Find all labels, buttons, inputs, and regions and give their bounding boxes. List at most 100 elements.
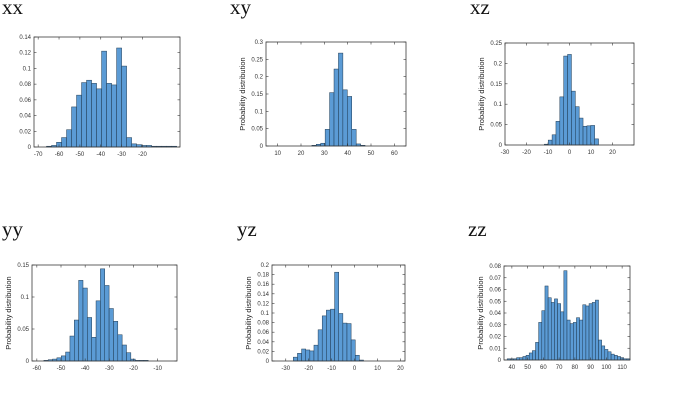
histogram-bar: [116, 47, 122, 148]
histogram-bar: [326, 309, 331, 362]
histogram-bar: [528, 352, 533, 361]
histogram-bar: [547, 139, 553, 146]
histogram-bar: [96, 88, 102, 148]
y-tick-label: 0.05: [489, 299, 501, 305]
x-tick-label: -20: [304, 366, 313, 372]
y-tick-label: 0.14: [257, 292, 269, 298]
axes-frame: [33, 36, 181, 148]
plot-area: -30 -20 -10 0 10 20 0 0.02 0.04 0.06 0.08 0.1 0.12 0.…: [244, 263, 406, 372]
histogram-bar: [617, 356, 621, 361]
histogram-bar: [591, 302, 596, 361]
histogram-bar: [566, 319, 571, 361]
x-tick-label: -30: [105, 366, 114, 372]
x-tick-label: -40: [96, 152, 105, 158]
histogram-bar: [532, 350, 536, 361]
histogram-bar: [101, 50, 107, 148]
histogram-bar: [104, 285, 110, 362]
histogram-bar: [614, 355, 618, 361]
y-tick-label: 0.3: [255, 40, 264, 46]
x-tick-label: -30: [117, 152, 126, 158]
x-tick-label: -20: [129, 366, 138, 372]
y-tick-label: 0.04: [257, 340, 269, 346]
y-tick-label: 0.18: [257, 273, 269, 279]
histogram-bar: [121, 65, 127, 148]
x-tick-label: 20: [298, 151, 305, 157]
y-tick-label: 0.04: [19, 114, 31, 120]
x-tick-label: -60: [32, 366, 41, 372]
y-tick-label: 0: [28, 145, 32, 151]
histogram-bar: [535, 342, 539, 361]
y-tick-label: 0.02: [257, 349, 269, 355]
histogram-bar: [541, 310, 546, 361]
x-tick-label: -20: [138, 152, 147, 158]
histogram-bar: [588, 303, 593, 361]
y-tick-label: 0.04: [489, 311, 501, 317]
y-tick-label: 0.01: [489, 346, 501, 352]
histogram-bar: [131, 143, 137, 148]
histogram-bar: [60, 355, 66, 362]
y-axis-label: Probability distribution: [244, 276, 253, 349]
histogram-bar: [305, 349, 311, 362]
histogram-bar: [111, 84, 117, 148]
y-tick-label: 0.12: [19, 51, 31, 57]
histogram-bar: [106, 83, 112, 148]
y-tick-label: 0: [266, 359, 270, 365]
y-tick-label: 0: [26, 359, 30, 365]
y-tick-label: 0.2: [261, 263, 270, 269]
histogram-bar: [100, 268, 105, 362]
plot-area: 40 50 60 70 80 90 100 110 0 0.01 0.02 0.03 0.04 0.05 0…: [476, 264, 631, 371]
y-tick-label: 0.1: [494, 102, 503, 108]
panel-xz: xz -30 -20 -10 0 10 20 0 0.05 0.1 0.15 0.2 0.25 Prob…: [456, 0, 685, 200]
x-tick-label: 50: [524, 365, 531, 371]
y-tick-label: 0.2: [255, 75, 264, 81]
histogram-bar: [575, 106, 580, 146]
histogram-bar: [351, 129, 357, 147]
x-tick-label: 20: [609, 150, 616, 156]
y-axis-label: Probability distribution: [4, 276, 13, 349]
x-tick-label: -60: [55, 152, 64, 158]
histogram-bar: [293, 356, 298, 362]
x-tick-label: -50: [76, 152, 85, 158]
x-tick-label: 70: [556, 365, 563, 371]
histogram-bar: [347, 96, 352, 147]
panel-title: zz: [468, 217, 487, 241]
x-tick-label: 0: [568, 150, 572, 156]
histogram-bar: [82, 287, 88, 362]
x-tick-label: 80: [572, 365, 579, 371]
x-tick-label: 10: [374, 366, 381, 372]
histogram-bar: [346, 323, 352, 362]
x-tick-label: 10: [274, 151, 281, 157]
histogram-bar: [555, 121, 561, 146]
histogram-bar: [78, 280, 84, 362]
histogram-bar: [309, 350, 315, 362]
histogram-bar: [582, 125, 588, 146]
y-tick-label: 0.05: [251, 127, 263, 133]
histogram-bar: [563, 270, 568, 361]
x-tick-label: 30: [321, 151, 328, 157]
y-axis-label: Probability distribution: [477, 57, 486, 130]
histogram-bar: [338, 52, 344, 147]
x-tick-label: -40: [81, 366, 90, 372]
histogram-bar: [342, 322, 348, 362]
histogram-bar: [126, 352, 132, 362]
panel-title: xy: [230, 0, 251, 19]
histogram-bar: [594, 138, 599, 146]
histogram-bar: [557, 303, 561, 361]
y-tick-label: 0: [499, 143, 503, 149]
histogram-bar: [576, 317, 580, 361]
histogram-bar: [86, 79, 92, 148]
histogram-bar: [121, 344, 127, 362]
x-tick-label: -70: [34, 152, 43, 158]
histogram-bar: [81, 82, 87, 148]
y-tick-label: 0.25: [490, 41, 502, 47]
panel-xx: xx -70 -60 -50 -40 -30 -20 0 0.02 0.04 0.06 0.08 0.…: [0, 0, 228, 200]
panel-yz: yz -30 -20 -10 0 10 20 0 0.02 0.04 0.06 0.08 0.1 0.1…: [228, 215, 456, 417]
histogram-bar: [91, 337, 97, 362]
histogram-bar: [586, 125, 592, 146]
x-tick-label: -10: [327, 366, 336, 372]
x-tick-label: 60: [540, 365, 547, 371]
y-tick-label: 0.15: [251, 92, 263, 98]
histogram-bar: [56, 357, 62, 362]
y-tick-label: 0.06: [257, 330, 269, 336]
plot-area: -70 -60 -50 -40 -30 -20 0 0.02 0.04 0.06 0.08 0.1 0.…: [19, 35, 181, 158]
